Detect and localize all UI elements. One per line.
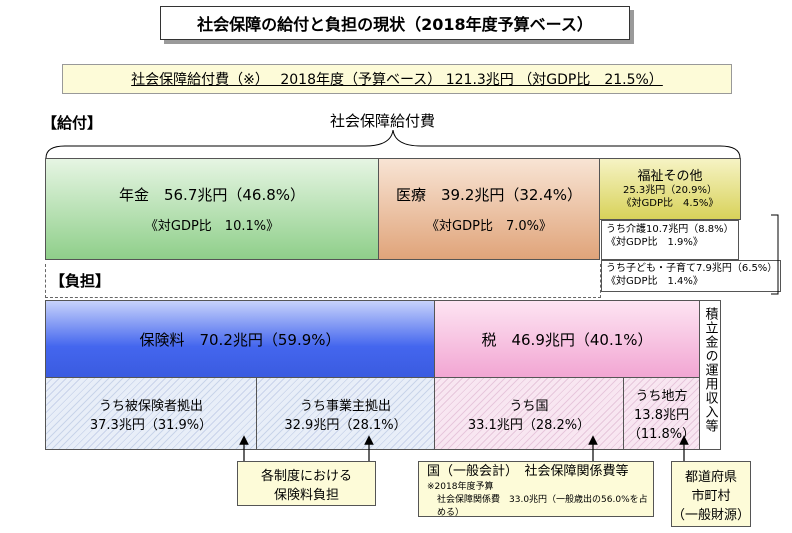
insurance-amount: 保険料 70.2兆円（59.9%） [139,330,341,349]
reserve-block: 積立金の運用収入等 [699,300,721,450]
national-title: うち国 [509,398,549,414]
welfare-title: 福祉その他 [637,169,703,184]
burden-frame [45,264,601,298]
local-callout-line3: （一般財源） [672,507,751,523]
medical-gdp: 《対GDP比 7.0%》 [426,219,552,234]
local-title: うち地方 [635,389,688,404]
local-amount: 13.8兆円 [634,408,689,423]
benefit-label: 【給付】 [42,114,103,132]
medical-block: 医療 39.2兆円（32.4%） 《対GDP比 7.0%》 [378,158,600,260]
summary-text: 社会保障給付費（※） 2018年度（予算ベース） 121.3兆円 （対GDP比 … [131,72,663,88]
care-amount: うち介護10.7兆円（8.8%） [606,224,734,235]
side-bracket [771,214,779,295]
child-subblock: うち子ども・子育て7.9兆円（6.5%） 《対GDP比 1.4%》 [601,260,781,292]
child-amount: うち子ども・子育て7.9兆円（6.5%） [606,263,778,274]
employer-title: うち事業主拠出 [299,398,391,414]
insurance-block: 保険料 70.2兆円（59.9%） [45,300,435,378]
national-callout: 国（一般会計） 社会保障関係費等 ※2018年度予算 社会保障関係費 33.0兆… [418,461,654,518]
care-gdp: 《対GDP比 1.9%》 [606,237,703,248]
local-callout-line1: 都道府県 [684,469,737,485]
tax-block: 税 46.9兆円（40.1%） [434,300,700,378]
welfare-gdp: 《対GDP比 4.5%》 [621,198,719,209]
national-amount: 33.1兆円（28.2%） [467,417,591,433]
insured-block: うち被保険者拠出 37.3兆円（31.9%） [45,377,257,450]
benefit-brace-label: 社会保障給付費 [330,112,436,130]
welfare-block: 福祉その他 25.3兆円（20.9%） 《対GDP比 4.5%》 [599,158,741,220]
page-title: 社会保障の給付と負担の現状（2018年度予算ベース） [160,6,630,40]
premium-callout: 各制度における 保険料負担 [237,461,376,506]
burden-label: 【負担】 [50,272,111,290]
premium-callout-line2: 保険料負担 [273,487,339,503]
pension-amount: 年金 56.7兆円（46.8%） [118,186,306,204]
benefit-brace [45,129,741,159]
local-callout-line2: 市町村 [691,488,731,504]
employer-block: うち事業主拠出 32.9兆円（28.1%） [256,377,435,450]
pension-gdp: 《対GDP比 10.1%》 [144,219,280,234]
pension-block: 年金 56.7兆円（46.8%） 《対GDP比 10.1%》 [45,158,379,260]
local-callout: 都道府県 市町村 （一般財源） [671,461,751,527]
reserve-label: 積立金の運用収入等 [702,307,718,433]
national-callout-line3: 社会保障関係費 33.0兆円（一般歳出の56.0%を占める） [437,495,648,518]
welfare-amount: 25.3兆円（20.9%） [622,185,718,196]
employer-amount: 32.9兆円（28.1%） [284,417,407,433]
tax-amount: 税 46.9兆円（40.1%） [481,330,653,349]
insured-amount: 37.3兆円（31.9%） [89,417,213,433]
national-callout-line2: ※2018年度予算 [427,482,494,492]
local-pct: （11.8%） [627,427,696,442]
premium-callout-line1: 各制度における [260,468,352,484]
summary-banner: 社会保障給付費（※） 2018年度（予算ベース） 121.3兆円 （対GDP比 … [62,64,732,94]
care-subblock: うち介護10.7兆円（8.8%） 《対GDP比 1.9%》 [601,220,739,260]
child-gdp: 《対GDP比 1.4%》 [606,276,703,287]
medical-amount: 医療 39.2兆円（32.4%） [395,186,583,204]
national-callout-line1: 国（一般会計） 社会保障関係費等 [427,464,629,479]
insured-title: うち被保険者拠出 [98,398,203,414]
